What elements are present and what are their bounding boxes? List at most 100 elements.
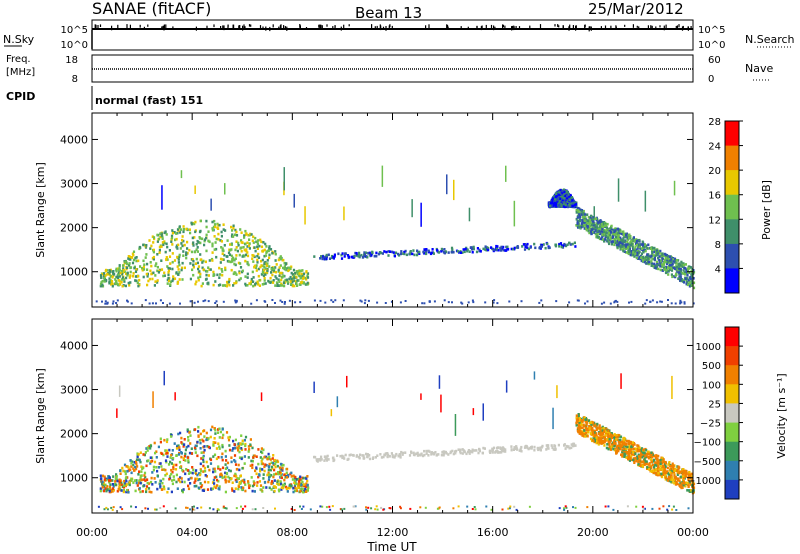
range-cell: [522, 243, 525, 246]
range-cell: [596, 229, 599, 233]
range-cell: [219, 257, 223, 261]
range-cell: [255, 455, 258, 458]
range-cell: [280, 486, 283, 489]
near-range-cell: [496, 302, 499, 305]
range-cell: [112, 475, 115, 478]
range-cell: [228, 444, 231, 447]
range-cell: [659, 249, 662, 253]
range-cell: [238, 468, 241, 472]
range-cell: [623, 240, 626, 243]
range-cell: [371, 250, 374, 254]
range-cell: [222, 223, 225, 226]
range-cell: [176, 255, 179, 259]
range-cell: [594, 224, 597, 227]
range-cell: [152, 465, 155, 469]
range-cell: [292, 474, 295, 478]
range-cell: [120, 481, 123, 484]
range-cell: [641, 255, 645, 259]
range-cell: [154, 264, 157, 268]
range-cell: [233, 282, 236, 285]
range-cell: [586, 226, 589, 229]
range-cell: [156, 240, 159, 243]
range-cell: [607, 434, 610, 438]
near-range-cell: [207, 300, 210, 303]
range-cell: [261, 468, 264, 471]
range-cell: [313, 255, 316, 258]
range-cell: [199, 241, 202, 245]
range-cell: [106, 485, 109, 488]
range-cell: [213, 235, 216, 238]
range-cell: [442, 452, 445, 455]
range-cell: [659, 268, 662, 272]
range-cell: [584, 227, 588, 230]
near-range-cell: [461, 302, 464, 305]
near-range-cell: [189, 300, 192, 303]
nsky-right-tick-bottom: 10^0: [698, 40, 725, 51]
range-cell: [349, 453, 352, 457]
range-cell: [301, 480, 304, 484]
range-cell: [688, 284, 691, 288]
range-cell: [603, 230, 606, 234]
range-cell: [273, 489, 276, 493]
range-cell: [613, 243, 616, 247]
nsky-spike: [321, 25, 323, 29]
range-cell: [180, 477, 183, 480]
range-cell: [229, 243, 232, 246]
near-range-cell: [538, 301, 541, 304]
range-cell: [122, 469, 125, 473]
range-cell: [221, 428, 224, 431]
range-cell: [162, 477, 165, 481]
nsky-spike: [446, 24, 448, 29]
range-cell: [256, 484, 259, 487]
range-cell: [168, 249, 171, 252]
range-cell: [186, 430, 189, 433]
range-cell: [502, 448, 506, 452]
near-range-cell: [660, 300, 663, 303]
range-cell: [135, 481, 138, 485]
range-cell: [101, 272, 104, 276]
range-cell: [652, 254, 655, 257]
nsky-spike: [326, 24, 328, 27]
range-cell: [233, 443, 236, 446]
range-cell: [189, 442, 192, 445]
range-cell: [248, 242, 251, 245]
range-cell: [139, 476, 142, 480]
near-range-cell: [667, 299, 669, 301]
range-cell: [596, 236, 599, 239]
range-cell: [146, 459, 149, 463]
range-cell: [502, 248, 505, 252]
range-cell: [422, 250, 425, 254]
range-cell: [121, 284, 124, 288]
range-cell: [628, 250, 631, 254]
range-cell: [238, 446, 241, 450]
range-cell: [225, 284, 228, 288]
range-cell: [142, 275, 145, 279]
range-cell: [657, 267, 660, 271]
range-cell: [657, 256, 660, 260]
range-cell: [123, 484, 126, 487]
range-cell: [303, 282, 306, 285]
range-cell: [244, 275, 247, 278]
range-cell: [557, 202, 560, 205]
nsky-spike: [588, 26, 590, 32]
range-cell: [328, 257, 332, 260]
range-cell: [262, 486, 265, 489]
range-cell: [588, 227, 591, 231]
range-cell: [181, 261, 184, 265]
range-cell: [274, 465, 277, 469]
nsky-spike: [659, 25, 661, 28]
range-cell: [201, 456, 204, 460]
range-cell: [257, 283, 260, 286]
range-cell: [644, 255, 647, 259]
near-range-cell: [433, 300, 436, 303]
range-cell: [540, 243, 543, 247]
range-cell: [454, 451, 457, 455]
range-cell: [375, 251, 378, 255]
near-range-cell: [584, 302, 586, 305]
range-cell: [207, 266, 210, 269]
range-cell: [221, 452, 224, 456]
range-cell: [265, 486, 268, 489]
range-cell: [267, 249, 270, 253]
range-cell: [178, 460, 182, 464]
range-cell: [440, 247, 443, 251]
